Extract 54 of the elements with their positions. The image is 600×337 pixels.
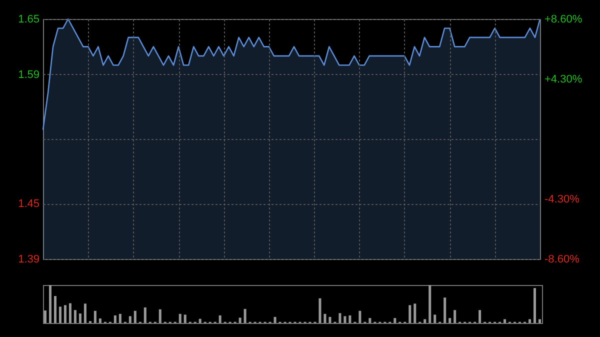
bar <box>414 304 416 323</box>
bar <box>318 298 322 323</box>
bar <box>218 315 222 323</box>
bar <box>184 314 186 323</box>
y-tick-label: 1.39 <box>18 254 40 266</box>
bar <box>408 305 412 323</box>
bar <box>428 285 432 323</box>
bar <box>178 314 182 323</box>
bar <box>534 288 536 323</box>
bar <box>238 318 242 323</box>
bar <box>348 315 352 323</box>
bar <box>94 310 96 323</box>
bar <box>358 310 362 323</box>
bar <box>78 314 82 323</box>
bar <box>454 310 456 323</box>
bar <box>324 314 326 323</box>
bar <box>338 313 342 323</box>
bar <box>74 310 76 323</box>
bar <box>424 319 426 323</box>
bar <box>538 319 541 323</box>
bar <box>54 296 56 323</box>
bar <box>98 318 102 323</box>
bar <box>448 318 452 323</box>
y2-tick-label: +4.30% <box>544 74 582 86</box>
bar <box>158 309 162 323</box>
bar <box>244 308 246 323</box>
bar <box>478 310 482 323</box>
y-tick-label: 1.65 <box>18 14 40 26</box>
bar <box>394 318 396 323</box>
y2-tick-label: -8.60% <box>544 254 580 266</box>
bar <box>48 285 52 323</box>
y-tick-label: 1.59 <box>18 68 40 81</box>
bar <box>84 304 86 323</box>
bar <box>58 306 62 323</box>
bar <box>118 314 122 323</box>
bar <box>328 316 332 323</box>
bar <box>144 307 146 323</box>
bar <box>128 316 132 323</box>
bar <box>198 318 202 323</box>
bar <box>444 298 446 323</box>
bar <box>44 310 46 323</box>
bar <box>368 318 372 323</box>
bar <box>434 314 436 323</box>
y2-tick-label: -4.30% <box>544 194 580 206</box>
bar <box>274 316 276 323</box>
bar <box>528 319 532 323</box>
bar <box>504 319 506 323</box>
bar <box>134 310 136 323</box>
bar <box>68 303 72 323</box>
y-tick-label: 1.45 <box>18 198 40 210</box>
bar <box>64 305 66 323</box>
bar <box>114 315 116 323</box>
bar <box>344 316 346 323</box>
y2-tick-label: +8.60% <box>544 14 582 26</box>
